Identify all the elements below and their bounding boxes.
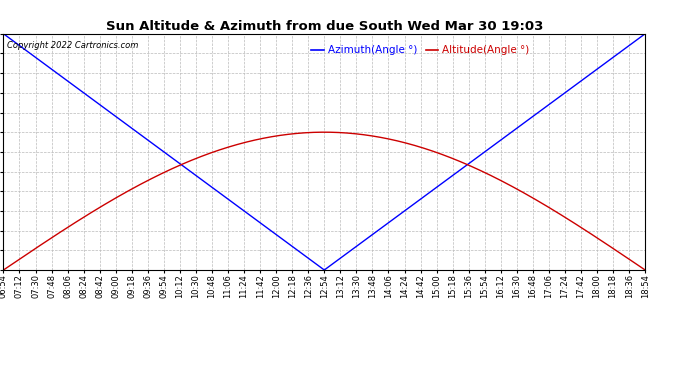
Text: Copyright 2022 Cartronics.com: Copyright 2022 Cartronics.com <box>7 41 138 50</box>
Legend: Azimuth(Angle °), Altitude(Angle °): Azimuth(Angle °), Altitude(Angle °) <box>307 41 534 60</box>
Title: Sun Altitude & Azimuth from due South Wed Mar 30 19:03: Sun Altitude & Azimuth from due South We… <box>106 20 543 33</box>
